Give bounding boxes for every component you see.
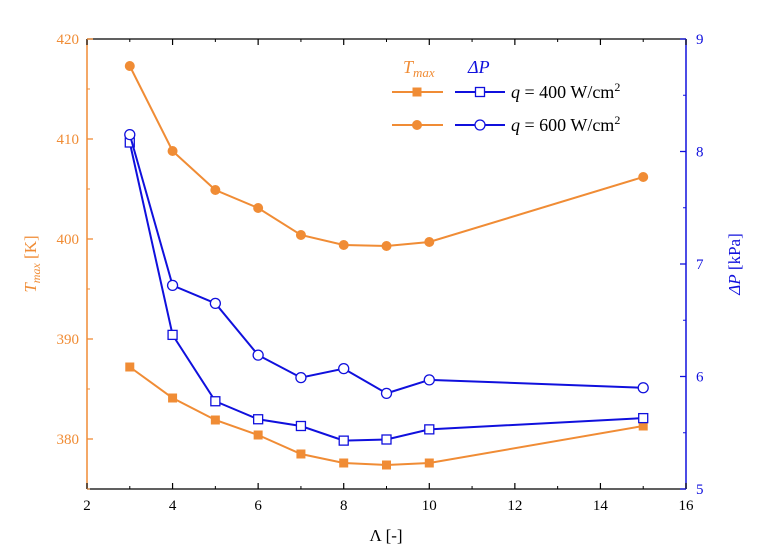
data-point-circle bbox=[381, 241, 392, 251]
x-ticks: 2 4 6 8 10 12 14 16 bbox=[83, 39, 694, 514]
x-tick-label: 4 bbox=[169, 498, 177, 514]
data-point-circle-open bbox=[380, 387, 393, 400]
x-tick-label: 2 bbox=[83, 498, 91, 514]
data-point-circle bbox=[210, 185, 221, 195]
data-point-square bbox=[210, 415, 220, 425]
left-axis-title-sub: max bbox=[29, 263, 43, 284]
data-point-square-open bbox=[210, 396, 221, 407]
left-y-ticks: 380 390 400 410 420 bbox=[57, 32, 93, 490]
data-point-square bbox=[296, 449, 306, 459]
data-point-square bbox=[168, 393, 178, 403]
right-tick-label: 7 bbox=[696, 257, 704, 273]
data-point-circle bbox=[424, 237, 435, 247]
legend-label-400: q = 400 W/cm2 bbox=[511, 80, 620, 102]
data-point-circle-open bbox=[338, 362, 350, 375]
data-point-circle bbox=[295, 230, 306, 240]
data-point-square bbox=[638, 421, 648, 431]
data-point-square bbox=[253, 430, 263, 440]
data-point-square bbox=[125, 362, 135, 372]
legend-label-600-text: = 600 W/cm bbox=[520, 115, 614, 135]
data-point-square-open bbox=[295, 420, 307, 432]
data-point-circle bbox=[638, 172, 649, 182]
series-layer bbox=[124, 61, 649, 470]
left-axis-title-main: T bbox=[21, 282, 40, 293]
data-point-square bbox=[339, 458, 349, 468]
data-point-circle-open bbox=[423, 374, 435, 386]
data-point-circle-open bbox=[209, 297, 222, 310]
legend-label-400-text: = 400 W/cm bbox=[520, 82, 614, 102]
left-axis-title: Tmax [K] bbox=[21, 235, 43, 292]
legend-label-400-sup: 2 bbox=[614, 80, 620, 94]
data-point-square-open bbox=[424, 424, 435, 435]
right-axis-title-unit: [kPa] bbox=[725, 233, 744, 274]
series-line-0 bbox=[129, 366, 644, 467]
legend-header-tmax-main: T bbox=[403, 57, 415, 77]
data-point-circle bbox=[253, 203, 264, 213]
legend-header-tmax-sub: max bbox=[413, 65, 435, 80]
legend-label-600-sup: 2 bbox=[614, 113, 620, 127]
x-tick-label: 10 bbox=[422, 498, 437, 514]
data-point-square-open bbox=[381, 434, 392, 445]
x-tick-label: 12 bbox=[507, 498, 522, 514]
data-point-circle bbox=[338, 240, 349, 250]
left-tick-label: 420 bbox=[57, 32, 80, 48]
x-tick-label: 8 bbox=[340, 498, 348, 514]
right-axis-title: ΔP [kPa] bbox=[725, 233, 744, 295]
data-point-square-open bbox=[167, 329, 178, 341]
legend-label-600-q: q bbox=[511, 115, 520, 135]
data-point-circle-open bbox=[252, 349, 264, 361]
legend-marker-tmax-400 bbox=[412, 87, 422, 97]
data-point-circle-open bbox=[295, 371, 307, 384]
right-axis-title-main: ΔP bbox=[725, 274, 744, 295]
right-tick-label: 9 bbox=[696, 32, 704, 48]
legend-label-400-q: q bbox=[511, 82, 520, 102]
legend-header-dp: ΔP bbox=[467, 57, 490, 77]
data-point-square bbox=[424, 458, 434, 468]
legend-label-600: q = 600 W/cm2 bbox=[511, 113, 620, 135]
left-axis-title-unit: [K] bbox=[21, 235, 40, 263]
right-tick-label: 5 bbox=[696, 482, 704, 498]
data-point-square-open bbox=[252, 414, 264, 425]
x-tick-label: 16 bbox=[679, 498, 695, 514]
data-point-square-open bbox=[638, 412, 649, 424]
x-tick-label: 6 bbox=[254, 498, 262, 514]
left-tick-label: 410 bbox=[57, 132, 80, 148]
series-line-3 bbox=[128, 134, 644, 395]
x-axis-title: Λ [-] bbox=[369, 526, 402, 545]
right-y-ticks: 5 6 7 8 9 bbox=[680, 32, 704, 498]
legend-marker-dp-400 bbox=[474, 86, 486, 98]
left-tick-label: 380 bbox=[57, 432, 80, 448]
legend-header-tmax: Tmax bbox=[403, 57, 435, 80]
data-point-circle-open bbox=[166, 279, 179, 292]
x-tick-label: 14 bbox=[593, 498, 609, 514]
data-point-circle bbox=[167, 146, 178, 156]
data-point-square bbox=[382, 460, 391, 470]
data-point-square-open bbox=[338, 435, 349, 446]
data-point-circle-open bbox=[637, 382, 649, 394]
legend: Tmax ΔP q = 400 W/cm2 q = 600 W/cm2 bbox=[392, 57, 620, 135]
right-tick-label: 8 bbox=[696, 145, 704, 161]
left-tick-label: 400 bbox=[57, 232, 80, 248]
right-tick-label: 6 bbox=[696, 370, 704, 386]
legend-marker-tmax-600 bbox=[412, 120, 422, 130]
legend-marker-dp-600 bbox=[474, 119, 486, 131]
data-point-circle-open bbox=[124, 128, 136, 141]
data-point-circle bbox=[124, 61, 135, 71]
left-tick-label: 390 bbox=[57, 332, 80, 348]
